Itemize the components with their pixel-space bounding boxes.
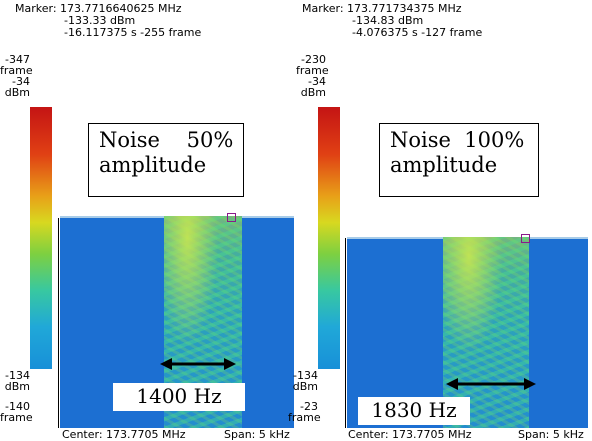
right-axis-top-frame-unit: frame — [296, 64, 329, 77]
right-noise-label-line1: Noise 100% — [390, 128, 525, 152]
right-noise-label-line2: amplitude — [390, 153, 498, 177]
right-marker-time: -4.076375 s -127 frame — [352, 26, 483, 39]
left-axis-bottom-dbm-unit: dBm — [4, 380, 30, 393]
left-axis-bottom-frame-value: -140 — [5, 400, 30, 413]
left-axis-top-dbm-unit: dBm — [4, 86, 30, 99]
right-marker-power: -134.83 dBm — [352, 14, 424, 27]
right-axis-bottom-dbm-value: -134 — [293, 369, 318, 382]
right-span: Span: 5 kHz — [518, 428, 584, 441]
right-panel: Marker: 173.771734375 MHz -134.83 dBm -4… — [288, 0, 592, 441]
left-axis-top-frame-unit: frame — [0, 64, 33, 77]
left-noise-label-line2: amplitude — [99, 153, 207, 177]
right-noise-label-box: Noise 100% amplitude — [379, 123, 539, 197]
left-bandwidth-arrow — [160, 358, 236, 370]
right-noise-band — [443, 237, 529, 428]
left-noise-label-box: Noise 50% amplitude — [88, 123, 244, 197]
right-axis-bottom-frame-unit: frame — [288, 411, 321, 424]
left-colorbar — [30, 107, 52, 369]
left-panel: Marker: 173.7716640625 MHz -133.33 dBm -… — [0, 2, 294, 441]
left-marker-power: -133.33 dBm — [64, 14, 136, 27]
left-bandwidth-label: 1400 Hz — [113, 383, 245, 411]
left-axis-line — [58, 218, 59, 428]
left-axis-top-frame-value: -347 — [5, 53, 30, 66]
right-marker-square[interactable] — [521, 234, 530, 243]
left-marker-frequency: Marker: 173.7716640625 MHz — [15, 2, 182, 15]
right-center-frequency: Center: 173.7705 MHz — [348, 428, 472, 441]
left-span: Span: 5 kHz — [224, 428, 290, 441]
right-bandwidth-label: 1830 Hz — [358, 397, 470, 425]
left-axis-bottom-dbm-value: -134 — [5, 369, 30, 382]
left-noise-label-line1: Noise 50% — [99, 128, 234, 152]
right-axis-bottom-frame-value: -23 — [300, 400, 318, 413]
right-axis-line — [345, 238, 346, 428]
right-marker-frequency: Marker: 173.771734375 MHz — [302, 2, 462, 15]
right-axis-top-dbm-value: -34 — [308, 75, 326, 88]
right-axis-top-dbm-unit: dBm — [300, 86, 326, 99]
left-axis-top-dbm-value: -34 — [12, 75, 30, 88]
left-marker-square[interactable] — [227, 213, 236, 222]
right-colorbar — [318, 107, 340, 369]
right-axis-top-frame-value: -230 — [301, 53, 326, 66]
right-bandwidth-arrow — [446, 378, 536, 390]
right-axis-bottom-dbm-unit: dBm — [292, 380, 318, 393]
left-marker-time: -16.117375 s -255 frame — [64, 26, 202, 39]
left-center-frequency: Center: 173.7705 MHz — [62, 428, 186, 441]
right-spectrogram[interactable] — [347, 237, 588, 428]
left-axis-bottom-frame-unit: frame — [0, 411, 33, 424]
